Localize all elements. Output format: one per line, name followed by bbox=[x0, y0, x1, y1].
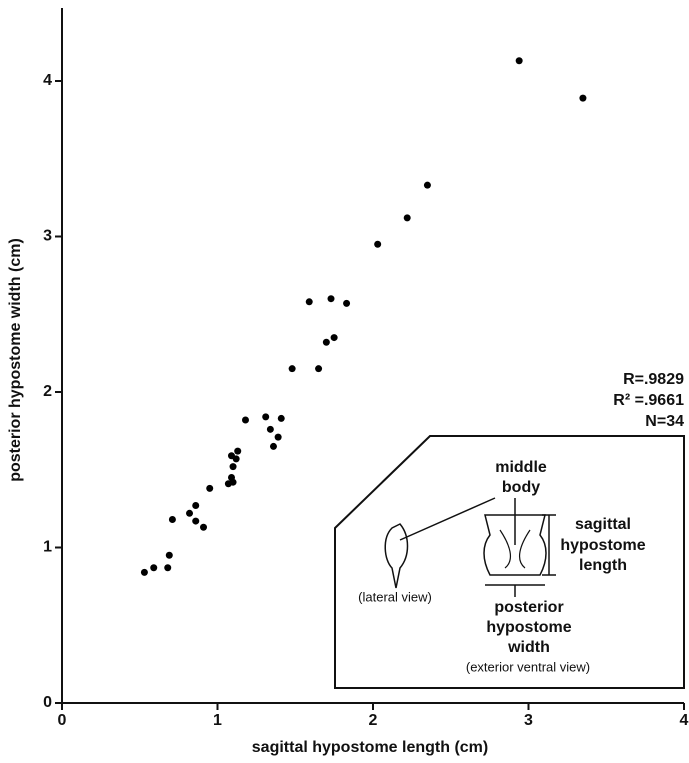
inset-label: width bbox=[507, 639, 550, 656]
inset-label: posterior bbox=[494, 599, 563, 616]
x-tick-label: 0 bbox=[58, 712, 67, 729]
point bbox=[150, 564, 158, 572]
point bbox=[206, 484, 214, 492]
point bbox=[232, 455, 240, 463]
lateral-drawing bbox=[384, 523, 409, 589]
inset-label: body bbox=[502, 479, 540, 496]
point bbox=[305, 298, 313, 306]
point bbox=[229, 478, 237, 486]
point bbox=[274, 433, 282, 441]
ventral-drawing bbox=[483, 514, 547, 576]
point bbox=[374, 240, 382, 248]
point bbox=[315, 365, 323, 373]
point bbox=[192, 502, 200, 510]
point bbox=[164, 564, 172, 572]
x-axis-label: sagittal hypostome length (cm) bbox=[252, 739, 488, 756]
point bbox=[288, 365, 296, 373]
point bbox=[241, 416, 249, 424]
x-tick-label: 3 bbox=[524, 712, 533, 729]
point bbox=[579, 94, 587, 102]
ventral-detail bbox=[499, 529, 531, 569]
x-tick-label: 4 bbox=[680, 712, 689, 729]
inset-label: hypostome bbox=[486, 619, 571, 636]
point bbox=[343, 299, 351, 307]
point bbox=[515, 57, 523, 65]
point bbox=[168, 516, 176, 524]
inset-caption: (exterior ventral view) bbox=[466, 659, 590, 674]
inset-label: middle bbox=[495, 459, 547, 476]
stat: R=.9829 bbox=[623, 371, 684, 388]
x-tick-label: 2 bbox=[369, 712, 378, 729]
point bbox=[234, 447, 242, 455]
stat: R² =.9661 bbox=[613, 392, 684, 409]
inset-label: length bbox=[579, 557, 627, 574]
point bbox=[277, 414, 285, 422]
pointer bbox=[399, 497, 496, 541]
y-axis-label: posterior hypostome width (cm) bbox=[7, 238, 24, 482]
y-tick-label: 1 bbox=[43, 539, 52, 556]
inset-label: sagittal bbox=[575, 516, 631, 533]
point bbox=[322, 338, 330, 346]
y-tick-label: 2 bbox=[43, 383, 52, 400]
point bbox=[423, 181, 431, 189]
point bbox=[269, 442, 277, 450]
point bbox=[330, 334, 338, 342]
inset: middle body sagittal hypostome length (l… bbox=[334, 435, 685, 689]
inset-caption: (lateral view) bbox=[358, 589, 432, 604]
point bbox=[229, 463, 237, 471]
point bbox=[140, 568, 148, 576]
point bbox=[192, 517, 200, 525]
y-tick-label: 0 bbox=[43, 694, 52, 711]
point bbox=[200, 523, 208, 531]
point bbox=[266, 425, 274, 433]
y-tick-label: 4 bbox=[43, 72, 52, 89]
point bbox=[165, 551, 173, 559]
point bbox=[327, 295, 335, 303]
y-tick-label: 3 bbox=[43, 228, 52, 245]
stat: N=34 bbox=[645, 413, 684, 430]
inset-label: hypostome bbox=[560, 537, 645, 554]
point bbox=[262, 413, 270, 421]
x-tick-label: 1 bbox=[213, 712, 222, 729]
point bbox=[186, 509, 194, 517]
point bbox=[403, 214, 411, 222]
